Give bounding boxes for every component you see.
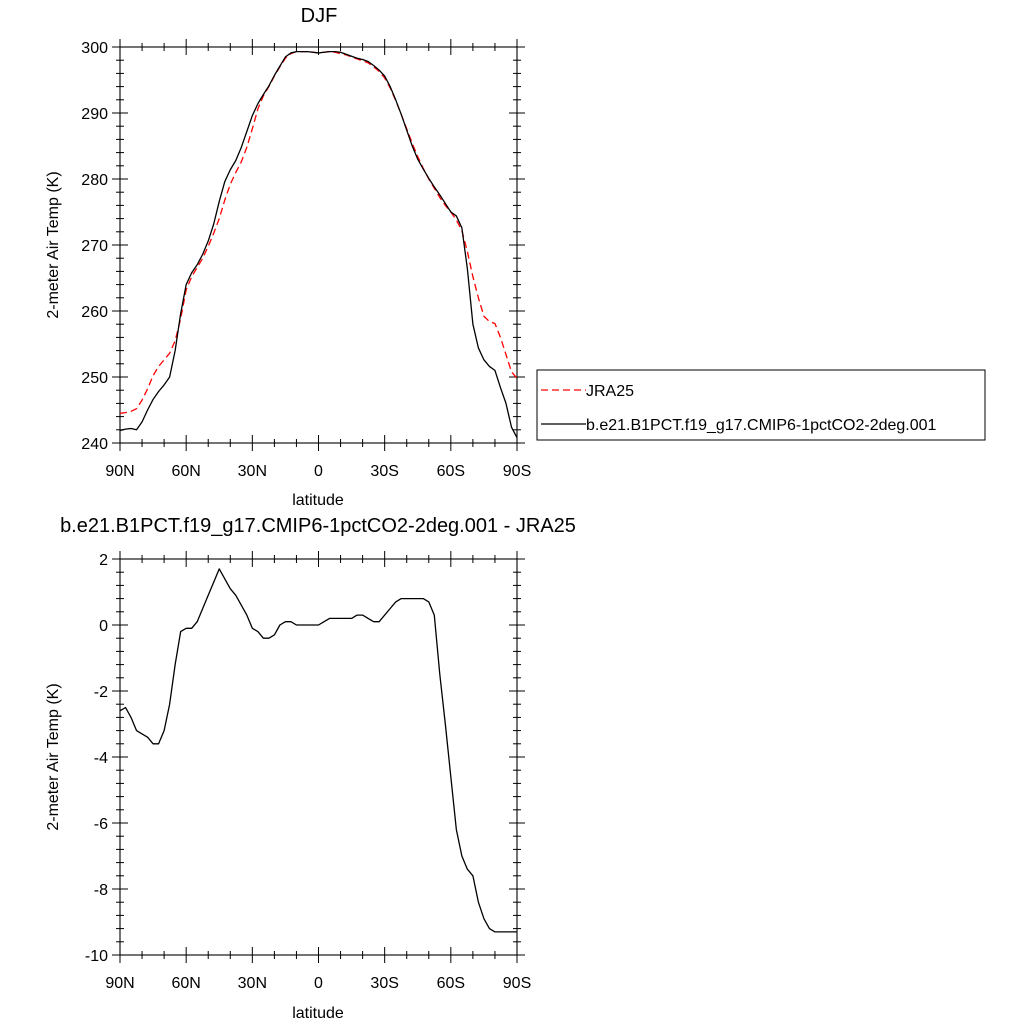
legend: JRA25 b.e21.B1PCT.f19_g17.CMIP6-1pctCO2-… (536, 369, 986, 441)
legend-box (536, 369, 986, 441)
x-tick-label: 90N (105, 463, 134, 480)
x-tick-label: 0 (314, 975, 323, 992)
x-axis-label: latitude (292, 1005, 344, 1022)
legend-label-jra25: JRA25 (586, 383, 634, 400)
y-tick-label: 290 (81, 106, 108, 123)
y-axis-label: 2-meter Air Temp (K) (45, 171, 62, 318)
x-tick-label: 90S (503, 975, 531, 992)
series-group (119, 568, 517, 933)
x-tick-label: 60N (171, 463, 200, 480)
y-tick-label: -8 (94, 882, 108, 899)
x-tick-label: 30N (238, 463, 267, 480)
x-tick-label: 30N (238, 975, 267, 992)
x-axis: 90N 60N 30N 0 30S 60S 90S (105, 551, 531, 992)
y-tick-label: 0 (99, 618, 108, 635)
x-tick-label: 60S (437, 463, 465, 480)
y-axis-label: 2-meter Air Temp (K) (45, 683, 62, 830)
series-line-model (119, 50, 518, 439)
x-axis: 90N 60N 30N 0 30S 60S 90S (105, 39, 531, 480)
y-tick-label: 2 (99, 552, 108, 569)
series-line-jra25 (119, 50, 518, 414)
y-tick-label: 280 (81, 172, 108, 189)
y-axis: 300 290 280 270 260 250 240 (81, 40, 525, 453)
y-tick-label: -6 (94, 816, 108, 833)
plot-frame (119, 46, 518, 444)
y-tick-label: 300 (81, 40, 108, 57)
series-group (119, 50, 518, 439)
y-axis: 2 0 -2 -4 -6 -8 -10 (85, 552, 525, 965)
x-tick-label: 30S (370, 975, 398, 992)
y-tick-label: -10 (85, 948, 108, 965)
chart-title: DJF (301, 5, 338, 27)
y-tick-label: 260 (81, 304, 108, 321)
y-tick-label: 240 (81, 436, 108, 453)
y-tick-label: 250 (81, 370, 108, 387)
difference-chart: b.e21.B1PCT.f19_g17.CMIP6-1pctCO2-2deg.0… (45, 515, 576, 1022)
y-tick-label: -2 (94, 684, 108, 701)
x-tick-label: 90S (503, 463, 531, 480)
x-tick-label: 90N (105, 975, 134, 992)
temperature-chart: DJF 300 290 280 270 260 250 240 90N 60N 30N 0 30S 6… (45, 5, 531, 509)
x-axis-label: latitude (292, 492, 344, 509)
x-tick-label: 60S (437, 975, 465, 992)
y-tick-label: -4 (94, 750, 108, 767)
x-tick-label: 30S (370, 463, 398, 480)
legend-label-model: b.e21.B1PCT.f19_g17.CMIP6-1pctCO2-2deg.0… (586, 417, 937, 434)
y-tick-label: 270 (81, 238, 108, 255)
x-tick-label: 60N (171, 975, 200, 992)
difference-line (119, 568, 517, 933)
chart-title: b.e21.B1PCT.f19_g17.CMIP6-1pctCO2-2deg.0… (60, 515, 576, 537)
plot-frame (119, 558, 518, 956)
x-tick-label: 0 (314, 463, 323, 480)
